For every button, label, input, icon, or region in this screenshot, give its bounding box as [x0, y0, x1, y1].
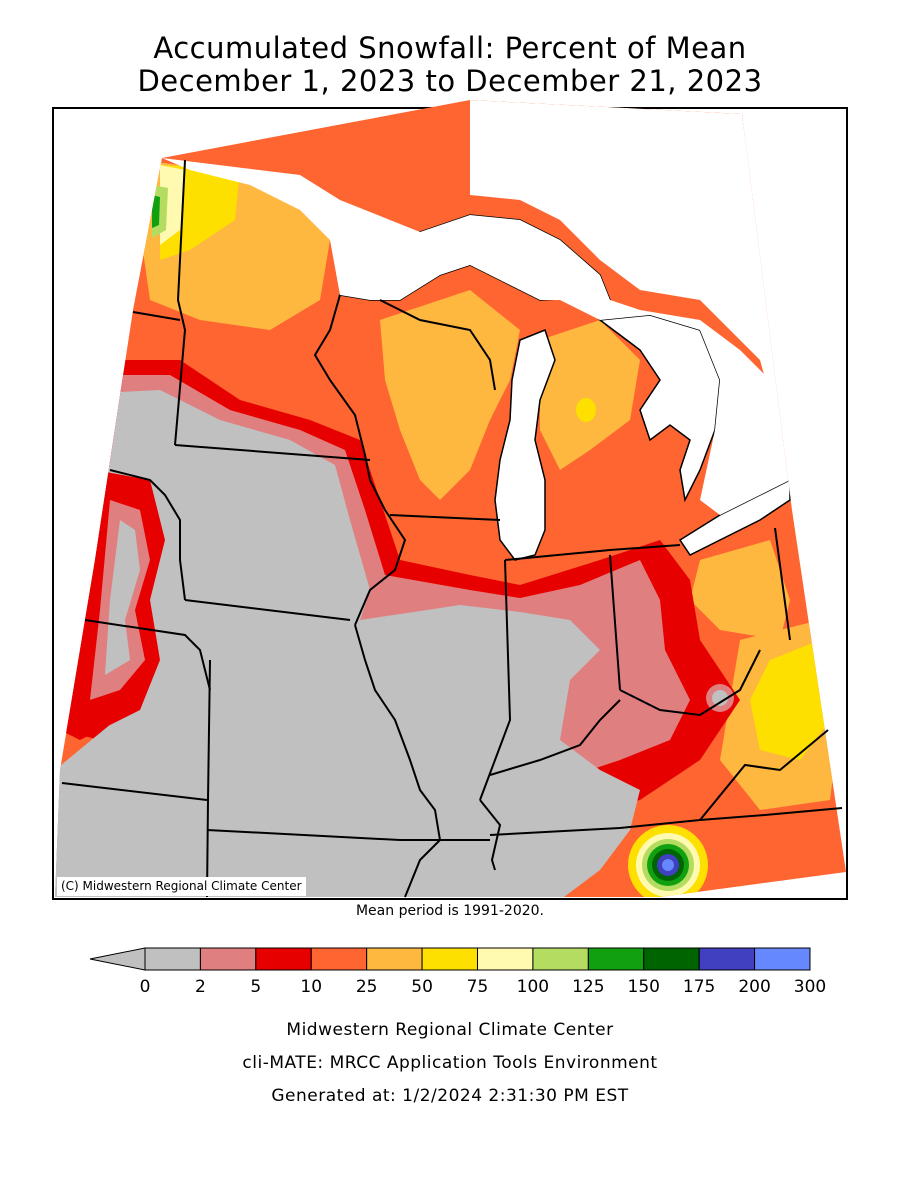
border-sd-ne	[109, 469, 186, 601]
canada-region	[162, 100, 790, 515]
state-boundaries	[61, 159, 843, 898]
legend-arrow	[89, 947, 146, 971]
legend-label: 0	[139, 977, 151, 997]
footer-tool: cli-MATE: MRCC Application Tools Environ…	[242, 1053, 658, 1073]
contour-0-2-west	[105, 520, 140, 675]
border-wi-mi-up	[379, 299, 496, 391]
border-mo-ar	[206, 829, 490, 841]
legend-label: 75	[466, 977, 489, 997]
border-il-in	[479, 559, 512, 801]
border-mn-ia	[174, 444, 371, 461]
footer-org: Midwestern Regional Climate Center	[286, 1020, 614, 1040]
border-ne-ia	[84, 619, 211, 691]
legend-swatch	[754, 947, 811, 971]
contour-50-75-mi-spot	[576, 398, 596, 422]
border-ks-ne	[61, 782, 208, 801]
legend-label: 125	[572, 977, 605, 997]
border-ky-va	[699, 729, 829, 821]
contour-25-50-oh	[690, 540, 790, 640]
legend-swatch	[698, 947, 756, 971]
contour-50-75-wv	[750, 640, 830, 760]
border-oh-pa	[774, 527, 791, 641]
border-mn-nd	[174, 159, 187, 446]
legend-label: 2	[194, 977, 206, 997]
border-in-oh	[609, 554, 621, 691]
border-mo-ks	[206, 659, 211, 898]
mean-period-note: Mean period is 1991-2020.	[355, 903, 545, 919]
legend-label: 100	[516, 977, 550, 997]
legend-label: 150	[627, 977, 660, 997]
legend-swatch	[421, 947, 479, 971]
border-mn-wi	[313, 294, 386, 511]
border-wi-il	[389, 514, 501, 521]
legend-label: 10	[300, 977, 323, 997]
contour-0-2-oh-hole	[712, 690, 728, 706]
contour-75-100-mn	[160, 165, 185, 245]
contour-25-50-mi	[540, 320, 640, 470]
border-il-mo	[354, 624, 441, 841]
legend-swatch	[366, 947, 423, 971]
legend-swatch	[255, 947, 312, 971]
border-nd-sd	[132, 311, 181, 321]
legend-label: 5	[250, 977, 262, 997]
legend-swatch	[144, 947, 201, 971]
legend-color-bar	[89, 947, 811, 971]
map-title-line1: Accumulated Snowfall: Percent of Mean	[153, 31, 747, 65]
border-mi-oh-in	[504, 544, 681, 561]
contour-25-50-wi	[380, 290, 520, 500]
legend-swatch	[587, 947, 645, 971]
legend-label: 175	[682, 977, 716, 997]
legend-label: 50	[411, 977, 433, 997]
contour-200-300-tn	[662, 859, 674, 871]
border-in-ky	[489, 699, 621, 776]
legend-swatch	[643, 947, 700, 971]
legend-swatch	[532, 947, 589, 971]
footer-generated: Generated at: 1/2/2024 2:31:30 PM EST	[271, 1086, 629, 1106]
legend-swatch	[477, 947, 534, 971]
copyright-label: (C) Midwestern Regional Climate Center	[57, 877, 306, 896]
legend-swatch	[310, 947, 368, 971]
legend-swatch	[199, 947, 257, 971]
legend-label: 200	[738, 977, 771, 997]
border-ia-mo	[184, 599, 351, 621]
snowfall-contours	[55, 100, 846, 897]
map-title-line2: December 1, 2023 to December 21, 2023	[137, 64, 763, 98]
legend-label: 25	[355, 977, 378, 997]
border-il-ia	[354, 509, 407, 626]
lake-michigan	[494, 329, 556, 561]
border-ohio-river	[479, 799, 502, 871]
contour-0-2	[55, 390, 640, 897]
contour-125-150-mn	[152, 195, 160, 228]
border-oh-ky-wv	[619, 649, 761, 717]
legend-label: 300	[793, 977, 827, 997]
border-mo-ky-tn	[404, 839, 441, 898]
